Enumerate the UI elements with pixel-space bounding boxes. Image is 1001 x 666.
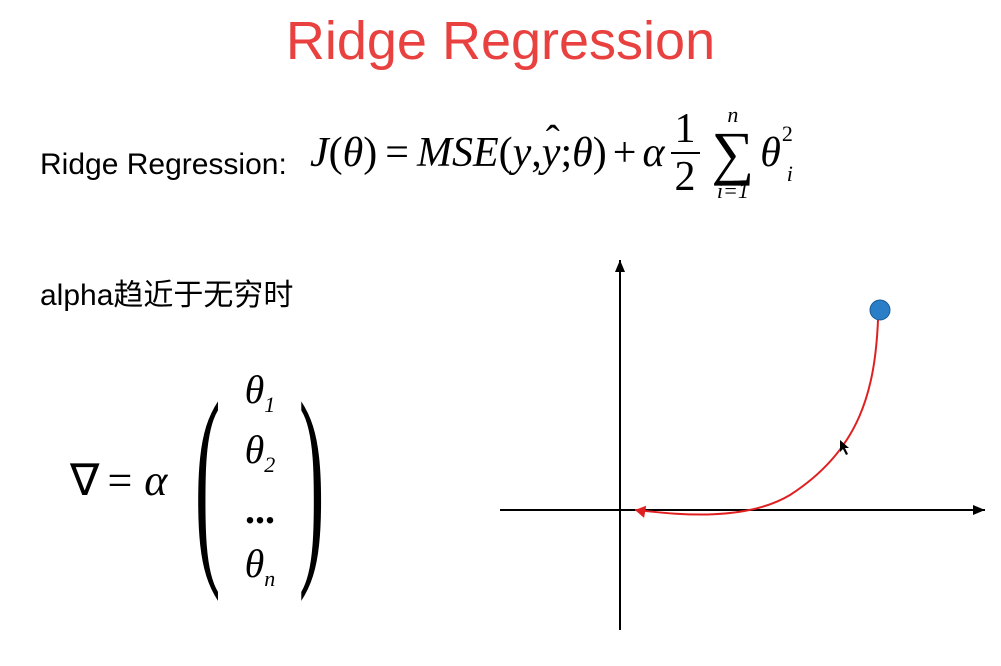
theta-arg2: θ [572, 129, 593, 177]
theta-squared: θ 2 i [760, 129, 781, 177]
equals: = [385, 129, 409, 177]
slide-title: Ridge Regression [0, 10, 1001, 72]
theta-vector: ( θ1θ2...θn ) [171, 370, 348, 590]
alpha-grad: α [144, 455, 167, 506]
y-hat: y [542, 129, 561, 177]
vector-entries: θ1θ2...θn [245, 370, 276, 590]
y: y [513, 129, 532, 177]
theta-arg: θ [343, 129, 364, 177]
plus: + [613, 129, 637, 177]
nabla: ∇ [70, 455, 99, 506]
equals-grad: = [107, 455, 132, 506]
alpha-coef: α [642, 129, 664, 177]
mse: MSE [417, 129, 499, 177]
one-half: 1 2 [671, 108, 700, 198]
cost-function-formula: J(θ) = MSE(y, y;θ) + α 1 2 n ∑ i=1 θ 2 i [310, 104, 781, 202]
alpha-infinity-label: alpha趋近于无穷时 [40, 270, 293, 314]
ridge-label: Ridge Regression: [40, 148, 287, 182]
gradient-descent-diagram [490, 250, 990, 640]
summation: n ∑ i=1 [712, 104, 755, 202]
j-symbol: J [310, 129, 329, 177]
gradient-formula: ∇ = α ( θ1θ2...θn ) [70, 370, 349, 590]
